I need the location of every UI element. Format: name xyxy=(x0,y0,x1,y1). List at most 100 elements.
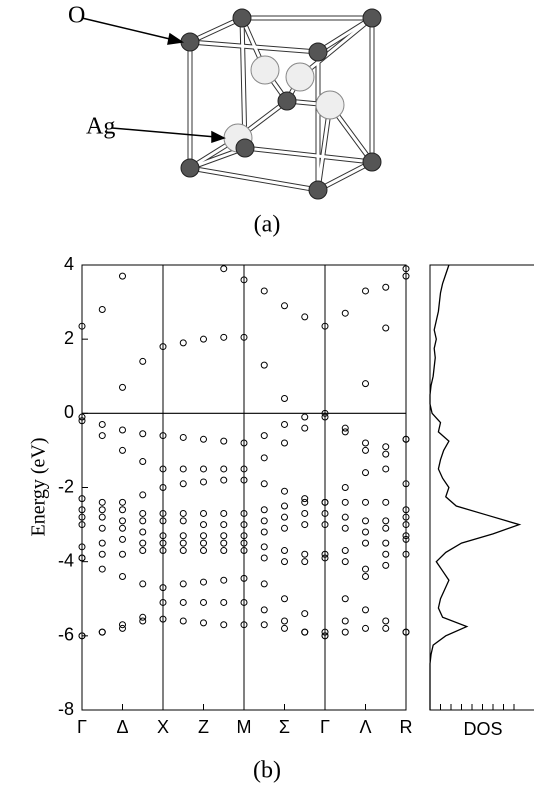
band-point xyxy=(402,532,410,540)
band-point xyxy=(179,433,187,441)
band-point xyxy=(260,621,268,629)
y-tick-label: 2 xyxy=(64,328,74,348)
band-point xyxy=(159,598,167,606)
band-point xyxy=(240,521,248,529)
x-tick-label: Λ xyxy=(359,717,371,737)
band-point xyxy=(281,302,288,310)
band-point xyxy=(382,324,390,332)
band-point xyxy=(119,621,126,629)
band-point xyxy=(260,506,268,514)
band-point xyxy=(362,573,369,580)
band-point xyxy=(179,465,187,473)
band-point xyxy=(260,480,268,488)
band-point xyxy=(402,521,410,529)
y-axis-label: Energy (eV) xyxy=(28,437,50,536)
band-point xyxy=(139,617,147,625)
band-point xyxy=(362,624,369,632)
band-point xyxy=(240,333,248,341)
band-point xyxy=(159,517,167,525)
band-point xyxy=(301,495,309,503)
band-point xyxy=(281,595,288,603)
band-point xyxy=(362,606,369,614)
y-tick-label: -4 xyxy=(58,550,74,570)
band-point xyxy=(362,439,369,447)
band-point xyxy=(362,565,369,573)
band-point xyxy=(402,265,410,273)
band-point xyxy=(341,513,349,521)
band-point xyxy=(301,413,309,421)
band-point xyxy=(301,521,309,529)
band-point xyxy=(220,521,228,529)
band-point xyxy=(139,509,147,517)
band-point xyxy=(98,432,106,440)
caption: (a) xyxy=(254,212,281,238)
dos-curve xyxy=(429,264,522,710)
band-point xyxy=(362,287,369,295)
band-point xyxy=(179,532,187,540)
y-tick-label: -2 xyxy=(58,476,74,496)
band-point xyxy=(402,535,410,543)
x-tick-label: Z xyxy=(198,717,209,737)
y-tick-label: -6 xyxy=(58,625,74,645)
band-point xyxy=(220,465,228,473)
band-point xyxy=(362,539,369,547)
band-point xyxy=(119,383,126,391)
x-tick-label: M xyxy=(237,717,252,737)
band-point xyxy=(321,550,329,558)
band-point xyxy=(382,283,390,291)
band-point xyxy=(402,550,410,558)
band-point xyxy=(382,617,390,625)
band-point xyxy=(159,584,167,592)
band-point xyxy=(402,480,410,488)
band-point xyxy=(321,521,329,529)
band-point xyxy=(362,528,369,536)
band-point xyxy=(240,532,248,540)
band-point xyxy=(341,524,349,532)
band-point xyxy=(382,465,390,473)
band-point xyxy=(382,443,390,451)
band-point xyxy=(98,513,106,521)
band-point xyxy=(321,413,329,421)
band-point xyxy=(362,380,369,388)
band-point xyxy=(362,517,369,525)
band-point xyxy=(341,547,349,555)
band-point xyxy=(179,547,187,555)
band-point xyxy=(341,428,349,436)
band-point xyxy=(78,543,86,551)
band-point xyxy=(240,574,248,582)
band-point xyxy=(98,539,106,547)
band-point xyxy=(119,524,126,532)
band-point xyxy=(98,565,106,573)
band-point xyxy=(301,610,309,618)
band-point xyxy=(382,561,390,569)
band-point xyxy=(260,361,268,369)
band-point xyxy=(402,435,410,443)
band-point xyxy=(341,498,349,506)
band-point xyxy=(260,432,268,440)
band-point xyxy=(382,539,390,547)
band-point xyxy=(98,506,106,514)
band-point xyxy=(139,580,147,588)
band-point xyxy=(382,517,390,525)
band-point xyxy=(98,628,106,636)
band-point xyxy=(260,517,268,525)
band-point xyxy=(341,424,349,432)
band-point xyxy=(240,439,248,447)
band-point xyxy=(220,476,228,484)
band-point xyxy=(179,480,187,488)
band-point xyxy=(139,528,147,536)
band-point xyxy=(159,615,167,623)
band-point xyxy=(200,532,207,540)
band-point xyxy=(301,509,309,517)
band-point xyxy=(200,335,207,343)
x-tick-label: R xyxy=(400,717,413,737)
band-point xyxy=(78,521,86,529)
band-point xyxy=(200,509,207,517)
band-point xyxy=(119,498,126,506)
y-tick-label: 4 xyxy=(64,254,74,274)
band-point xyxy=(301,550,309,558)
band-point xyxy=(78,554,86,562)
band-point xyxy=(159,532,167,540)
band-point xyxy=(159,343,167,351)
band-point xyxy=(281,439,288,447)
